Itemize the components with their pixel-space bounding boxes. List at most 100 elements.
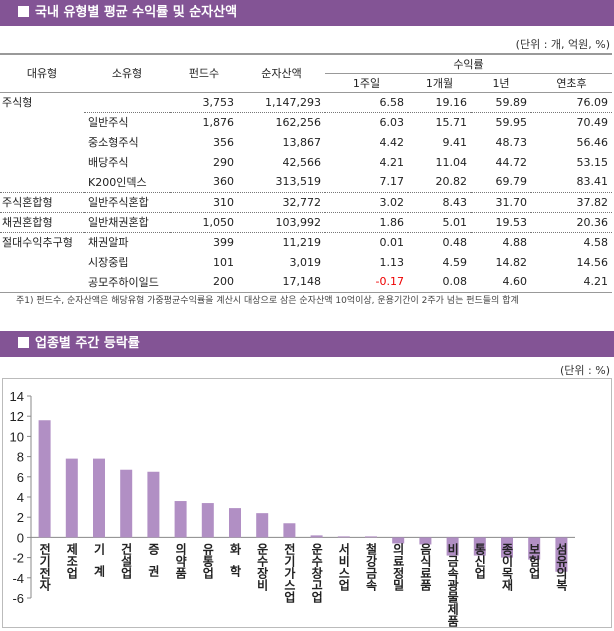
cell-assets: 162,256 [238, 111, 325, 132]
section-header-fund-returns: 국내 유형별 평균 수익률 및 순자산액 [0, 0, 614, 26]
footnote: 주1) 펀드수, 순자산액은 해당유형 가중평균수익률을 계산시 대상으로 삼은… [16, 296, 519, 306]
cell-major: 주식형 [2, 96, 33, 110]
cell-major: 채권혼합형 [0, 211, 84, 232]
header-1y: 1년 [471, 73, 531, 93]
cell-y1: 59.95 [471, 111, 531, 132]
y-tick-label: 8 [17, 450, 24, 465]
y-tick-label: -4 [12, 571, 24, 586]
cell-w1: 6.58 [379, 95, 405, 109]
cell-w1: 4.42 [379, 135, 405, 149]
header-minor: 소유형 [84, 53, 170, 93]
y-tick-label: 2 [17, 510, 24, 525]
x-category-label: 유통업 [200, 543, 215, 579]
cell-ytd: 83.41 [576, 175, 609, 189]
cell-m1: 8.43 [408, 191, 471, 212]
x-category-label: 종이목재 [500, 543, 514, 591]
cell-y1: 14.82 [495, 255, 528, 269]
y-tick-label: 14 [10, 389, 24, 404]
x-category-label: 음식료품 [418, 543, 433, 591]
cell-minor: 일반주식혼합 [84, 191, 170, 212]
bar-화학 [229, 508, 241, 538]
bar-섬유의복 [555, 537, 568, 572]
cell-minor: 중소형주식 [88, 136, 139, 149]
cell-funds: 3,753 [202, 95, 235, 109]
cell-ytd: 76.09 [576, 95, 609, 109]
table-row: 공모주하이일드 200 17,148 -0.17 0.08 4.60 4.21 [0, 272, 612, 293]
cell-funds: 356 [213, 135, 234, 149]
cell-ytd: 20.36 [531, 211, 612, 232]
bar-보험업 [528, 537, 541, 560]
cell-y1: 69.79 [495, 175, 528, 189]
cell-m1: 20.82 [435, 175, 468, 189]
x-category-label: 의약품 [173, 543, 188, 579]
header-returns: 수익률 [325, 53, 612, 74]
cell-assets: 11,219 [238, 231, 325, 252]
cell-minor: 일반채권혼합 [84, 211, 170, 232]
table-row: 주식형 3,753 1,147,293 6.58 19.16 59.89 76.09 [0, 92, 612, 112]
cell-m1: 9.41 [442, 135, 468, 149]
cell-m1: 4.59 [442, 255, 468, 269]
header-major: 대유형 [0, 53, 84, 93]
cell-funds: 310 [170, 191, 238, 212]
x-category-label: 제조업 [64, 543, 79, 579]
unit-label: (단위 : 개, 억원, %) [515, 38, 610, 51]
bar-운수장비 [256, 513, 269, 538]
cell-m1: 0.48 [408, 231, 471, 252]
bar-증권 [147, 471, 160, 538]
bar-건설업 [120, 469, 133, 538]
cell-ytd: 14.56 [576, 255, 609, 269]
cell-ytd: 53.15 [576, 155, 609, 169]
cell-assets: 3,019 [289, 255, 322, 269]
header-1w: 1주일 [325, 73, 408, 93]
table-row: K200인덱스 360 313,519 7.17 20.82 69.79 83.41 [0, 172, 612, 192]
cell-funds: 1,050 [170, 211, 238, 232]
cell-funds: 101 [213, 255, 234, 269]
y-tick-label: 10 [10, 429, 24, 444]
cell-w1: 6.03 [325, 111, 408, 132]
cell-minor: 공모주하이일드 [84, 272, 170, 293]
x-category-label: 운수창고업 [309, 543, 324, 603]
x-category-label: 의료정밀 [391, 543, 406, 591]
cell-assets: 1,147,293 [265, 95, 321, 109]
table-row: 주식혼합형 일반주식혼합 310 32,772 3.02 8.43 31.70 37.82 [0, 191, 612, 212]
y-tick-label: -2 [12, 551, 24, 566]
cell-w1: 4.21 [379, 155, 405, 169]
cell-ytd: 4.58 [531, 231, 612, 252]
cell-y1: 44.72 [495, 155, 528, 169]
table-row: 중소형주식 356 13,867 4.42 9.41 48.73 56.46 [0, 132, 612, 152]
cell-w1: -0.17 [325, 272, 408, 293]
cell-y1: 4.60 [471, 272, 531, 293]
square-bullet-icon [18, 337, 29, 348]
square-bullet-icon [18, 6, 29, 17]
cell-minor: 시장중립 [88, 256, 129, 269]
cell-assets: 103,992 [238, 211, 325, 232]
bar-종이목재 [501, 537, 513, 558]
cell-major: 주식혼합형 [0, 191, 84, 212]
section-header-sector-returns: 업종별 주간 등락률 [0, 331, 614, 357]
x-category-label: 전기전자 [37, 543, 52, 591]
cell-funds: 200 [170, 272, 238, 293]
x-category-label: 철강금속 [364, 543, 378, 591]
x-category-label: 통신업 [472, 543, 487, 579]
cell-assets: 13,867 [282, 135, 322, 149]
cell-major [0, 272, 84, 293]
cell-minor: 채권알파 [84, 231, 170, 252]
header-1m: 1개월 [408, 73, 471, 93]
cell-y1: 19.53 [471, 211, 531, 232]
cell-assets: 42,566 [282, 155, 322, 169]
fund-returns-table: 대유형 소유형 펀드수 순자산액 수익률 1주일 1개월 1년 연초후 주식형 3… [0, 53, 612, 293]
bar-의료정밀 [392, 537, 405, 544]
x-category-label: 화학 [228, 543, 242, 587]
cell-assets: 17,148 [238, 272, 325, 293]
bar-전기전자 [38, 420, 51, 538]
cell-y1: 31.70 [471, 191, 531, 212]
bar-의약품 [174, 501, 187, 538]
table-row: 채권혼합형 일반채권혼합 1,050 103,992 1.86 5.01 19.53 20.3… [0, 211, 612, 232]
table-row: 절대수익추구형 채권알파 399 11,219 0.01 0.48 4.88 4.58 [0, 231, 612, 252]
bar-비금속광물제품 [446, 537, 459, 556]
cell-funds: 1,876 [170, 111, 238, 132]
x-category-label: 증권 [146, 543, 161, 587]
cell-w1: 3.02 [325, 191, 408, 212]
cell-m1: 19.16 [435, 95, 468, 109]
